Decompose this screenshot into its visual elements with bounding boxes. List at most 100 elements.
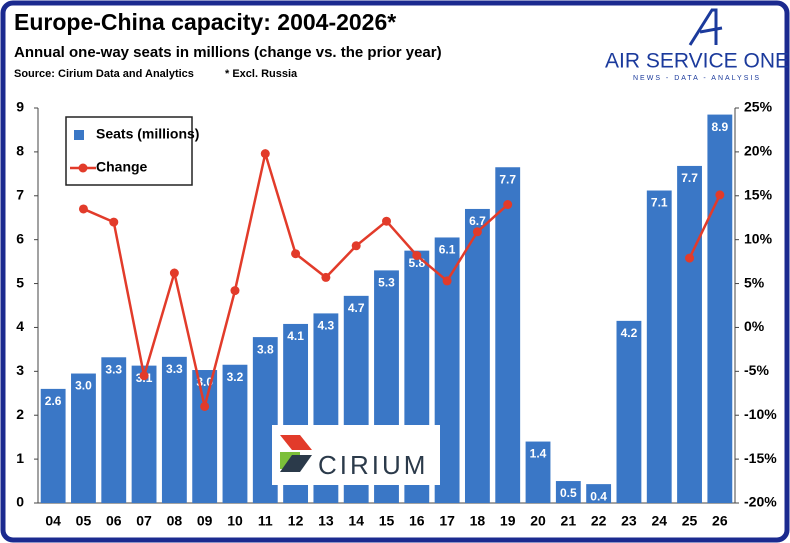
- value-label: 3.3: [105, 362, 122, 376]
- line-marker: [382, 216, 391, 226]
- value-label: 4.2: [621, 326, 638, 340]
- y-tick-label: 5: [16, 274, 24, 290]
- y-tick-label: 7: [16, 186, 24, 202]
- value-label: 3.8: [257, 342, 274, 356]
- value-label: 3.0: [75, 379, 92, 393]
- value-label: 4.3: [318, 319, 335, 333]
- line-marker: [412, 250, 422, 260]
- y2-tick-label: 20%: [744, 143, 773, 159]
- line-marker: [139, 371, 149, 381]
- x-tick-label: 12: [288, 513, 304, 529]
- line-marker: [230, 286, 240, 296]
- value-label: 5.3: [378, 276, 395, 290]
- y2-tick-label: -20%: [744, 494, 777, 510]
- legend-label: Change: [96, 159, 148, 175]
- y-tick-label: 9: [16, 99, 24, 115]
- x-tick-label: 17: [439, 513, 455, 529]
- source: Source: Cirium Data and Analytics: [14, 68, 194, 80]
- value-label: 7.7: [499, 172, 516, 186]
- x-tick-label: 05: [76, 513, 92, 529]
- x-tick-label: 15: [379, 513, 395, 529]
- x-tick-label: 25: [682, 513, 698, 529]
- y2-tick-label: 25%: [744, 99, 773, 115]
- x-tick-label: 09: [197, 513, 213, 529]
- x-tick-label: 23: [621, 513, 637, 529]
- line-marker: [109, 217, 119, 227]
- line-marker: [260, 149, 270, 159]
- x-tick-label: 18: [470, 513, 486, 529]
- brand-icon: [688, 8, 723, 46]
- line-marker: [472, 227, 482, 237]
- value-label: 0.4: [590, 489, 607, 503]
- x-tick-label: 11: [258, 513, 273, 529]
- bar: [646, 190, 672, 503]
- watermark-icon: [280, 455, 312, 472]
- bar: [464, 208, 490, 503]
- x-tick-label: 20: [530, 513, 546, 529]
- value-label: 4.7: [348, 301, 365, 315]
- x-tick-label: 08: [167, 513, 183, 529]
- y-tick-label: 2: [16, 406, 24, 422]
- y2-tick-label: -15%: [744, 450, 777, 466]
- bar: [131, 365, 157, 503]
- x-tick-label: 06: [106, 513, 122, 529]
- line-marker: [685, 253, 695, 263]
- x-tick-label: 07: [136, 513, 152, 529]
- bar: [677, 165, 702, 503]
- legend-swatch: [78, 163, 88, 173]
- x-tick-label: 24: [651, 513, 667, 529]
- bar: [707, 114, 733, 503]
- brand: AIR SERVICE ONE: [605, 50, 789, 73]
- y-tick-label: 6: [16, 230, 24, 246]
- x-tick-label: 22: [591, 513, 607, 529]
- bar: [555, 481, 581, 503]
- y-tick-label: 1: [16, 450, 24, 466]
- legend: [65, 116, 193, 186]
- y2-tick-label: 0%: [744, 318, 765, 334]
- chart-title: Europe-China capacity: 2004-2026*: [14, 9, 396, 35]
- y2-tick-label: 5%: [744, 274, 765, 290]
- y-tick-label: 4: [16, 318, 24, 334]
- y-tick-label: 0: [16, 494, 24, 510]
- value-label: 0.5: [560, 486, 577, 500]
- x-tick-label: 10: [227, 513, 243, 529]
- x-tick-label: 21: [561, 513, 577, 529]
- x-tick-label: 16: [409, 513, 425, 529]
- value-label: 7.1: [651, 196, 668, 210]
- legend-swatch: [74, 130, 84, 140]
- line-marker: [291, 249, 301, 259]
- bar: [101, 357, 127, 503]
- watermark-icon: [280, 435, 312, 450]
- y2-tick-label: 15%: [744, 186, 773, 202]
- value-label: 2.6: [45, 394, 62, 408]
- legend-label: Seats (millions): [96, 126, 199, 142]
- y2-tick-label: 10%: [744, 230, 773, 246]
- bar: [525, 441, 551, 503]
- y-tick-label: 8: [16, 143, 24, 159]
- line-marker: [169, 268, 179, 278]
- bar: [222, 364, 248, 503]
- line-marker: [442, 276, 452, 286]
- value-label: 1.4: [530, 447, 547, 461]
- y2-tick-label: -5%: [744, 362, 769, 378]
- x-tick-label: 26: [712, 513, 728, 529]
- value-label: 4.1: [287, 329, 304, 343]
- bar: [161, 356, 187, 503]
- value-label: 3.3: [166, 362, 183, 376]
- line-marker: [503, 200, 513, 210]
- value-label: 6.1: [439, 243, 456, 257]
- x-tick-label: 19: [500, 513, 516, 529]
- value-label: 6.7: [469, 214, 486, 228]
- note: * Excl. Russia: [225, 68, 298, 80]
- line-marker: [200, 401, 210, 411]
- line-marker: [351, 241, 361, 251]
- line-marker: [321, 272, 331, 282]
- value-label: 7.7: [681, 171, 698, 185]
- x-tick-label: 04: [45, 513, 61, 529]
- y2-tick-label: -10%: [744, 406, 777, 422]
- bar: [616, 320, 642, 503]
- subtitle: Annual one-way seats in millions (change…: [14, 44, 442, 61]
- x-tick-label: 13: [318, 513, 334, 529]
